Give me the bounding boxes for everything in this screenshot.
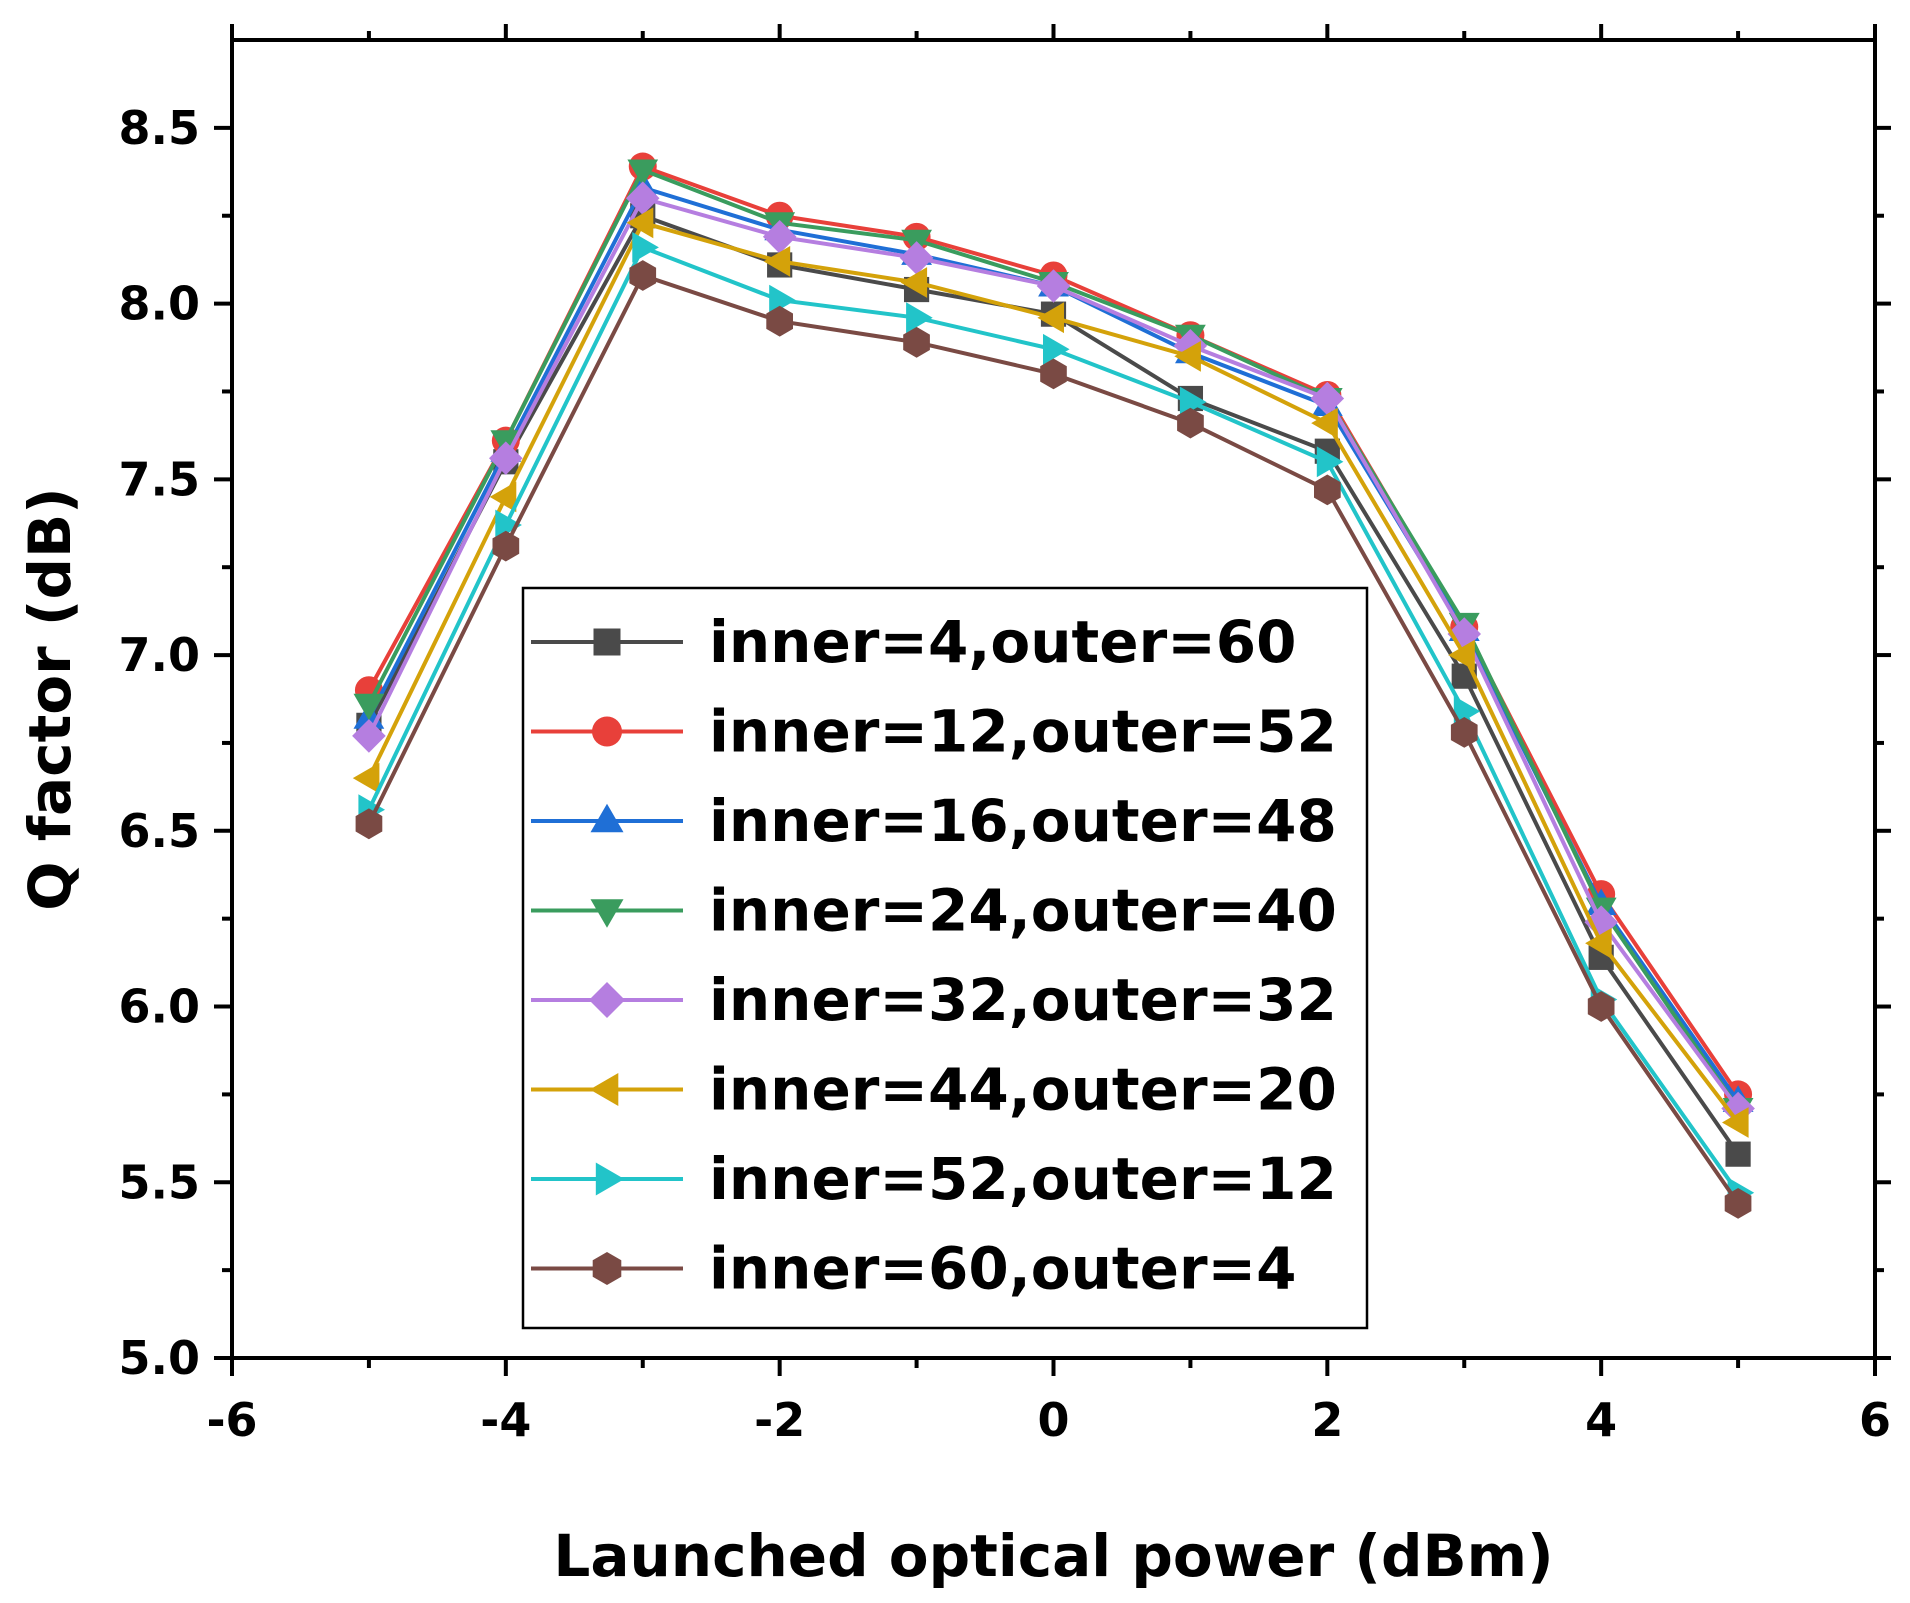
data-point <box>352 762 380 794</box>
data-point <box>766 305 793 337</box>
legend: inner=4,outer=60 inner=12,outer=52 inner=1… <box>521 586 1369 1330</box>
legend-marker <box>593 628 621 656</box>
data-point <box>769 284 796 316</box>
legend-item: inner=4,outer=60 <box>531 608 1297 676</box>
data-point <box>352 719 386 753</box>
data-point <box>1314 474 1341 506</box>
legend-label: inner=32,outer=32 <box>709 966 1337 1034</box>
data-point <box>1316 446 1344 478</box>
data-point <box>1585 927 1612 959</box>
data-point <box>762 220 797 254</box>
x-tick-label: 2 <box>1311 1393 1343 1447</box>
legend-item: inner=32,outer=32 <box>531 966 1337 1034</box>
data-point <box>1724 1188 1752 1219</box>
y-tick-label: 5.5 <box>119 1155 201 1209</box>
x-tick-label: 6 <box>1859 1393 1891 1447</box>
legend-label: inner=44,outer=20 <box>709 1056 1337 1124</box>
data-point <box>763 246 791 277</box>
data-point <box>495 509 522 541</box>
legend-marker <box>590 899 624 928</box>
data-point <box>1043 333 1070 365</box>
x-tick-label: 4 <box>1585 1393 1617 1447</box>
legend-item: inner=24,outer=40 <box>531 877 1337 945</box>
legend-label: inner=52,outer=12 <box>709 1145 1337 1213</box>
data-point <box>1448 639 1475 671</box>
data-point <box>626 207 654 239</box>
legend-item: inner=12,outer=52 <box>531 698 1337 766</box>
legend-label: inner=24,outer=40 <box>709 877 1337 945</box>
x-tick-label: 0 <box>1037 1393 1069 1447</box>
legend-marker <box>592 1252 622 1285</box>
data-point <box>1040 358 1067 390</box>
data-point <box>626 181 660 215</box>
legend-label: inner=4,outer=60 <box>709 608 1297 676</box>
legend-marker <box>592 716 622 747</box>
data-point <box>1037 302 1064 334</box>
data-point <box>1179 386 1207 418</box>
data-point <box>1722 1107 1749 1138</box>
data-point <box>355 808 383 840</box>
y-tick-label: 6.5 <box>119 804 201 858</box>
data-point <box>627 159 659 187</box>
data-point <box>629 260 657 291</box>
data-point <box>1725 1141 1751 1167</box>
data-point <box>1453 695 1481 727</box>
y-tick-label: 7.5 <box>119 452 201 506</box>
legend-item: inner=60,outer=4 <box>531 1235 1297 1303</box>
legend-marker <box>589 1073 619 1106</box>
data-point <box>1450 717 1478 748</box>
data-point <box>489 441 523 475</box>
series-7 <box>358 232 1755 1209</box>
x-tick-label: -2 <box>754 1393 805 1447</box>
legend-marker <box>590 803 624 833</box>
data-point <box>1036 269 1071 303</box>
data-point <box>489 481 517 513</box>
y-tick-label: 6.0 <box>119 980 201 1034</box>
series-8 <box>355 260 1752 1219</box>
data-point <box>1587 991 1615 1022</box>
data-point <box>1174 340 1201 372</box>
series-6 <box>352 207 1749 1138</box>
series-layer <box>352 152 1755 1219</box>
data-point <box>899 241 934 275</box>
series-5 <box>352 181 1755 1126</box>
legend-marker <box>595 1162 625 1196</box>
y-tick-label: 7.0 <box>119 628 201 682</box>
x-tick-label: -6 <box>206 1393 257 1447</box>
legend-box <box>521 586 1369 1330</box>
data-point <box>353 693 385 721</box>
y-axis-title: Q factor (dB) <box>16 487 84 910</box>
x-tick-label: -4 <box>480 1393 531 1447</box>
x-axis-title: Launched optical power (dBm) <box>553 1522 1553 1590</box>
legend-item: inner=44,outer=20 <box>531 1056 1337 1124</box>
axes-layer: -6 -4 -2 0 2 4 6 5.0 5.5 6.0 6.5 7.0 7.5 8.0 8.5 <box>119 24 1891 1447</box>
y-tick-label: 5.0 <box>119 1331 201 1385</box>
legend-item: inner=16,outer=48 <box>531 787 1337 855</box>
data-point <box>1310 381 1345 416</box>
data-point <box>632 232 659 263</box>
data-point <box>1311 407 1338 439</box>
legend-label: inner=12,outer=52 <box>709 698 1337 766</box>
legend-item: inner=52,outer=12 <box>531 1145 1337 1213</box>
data-point <box>1177 407 1204 439</box>
data-point <box>492 530 520 562</box>
data-point <box>900 267 928 298</box>
data-point <box>906 302 933 334</box>
legend-marker <box>589 982 625 1018</box>
y-tick-label: 8.0 <box>119 277 201 331</box>
legend-label: inner=60,outer=4 <box>709 1235 1297 1303</box>
legend-label: inner=16,outer=48 <box>709 787 1337 855</box>
y-tick-label: 8.5 <box>119 101 201 155</box>
data-point <box>903 326 930 358</box>
